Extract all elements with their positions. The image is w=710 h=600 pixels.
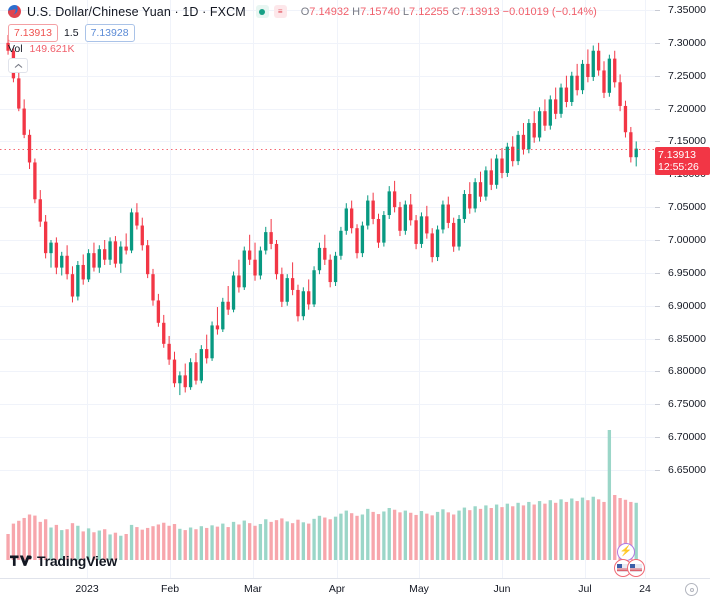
high-label: H xyxy=(352,5,361,18)
price-tick-label: 7.15000 xyxy=(668,135,706,148)
menu-icon[interactable]: ≡ xyxy=(273,5,287,18)
brand-name: TradingView xyxy=(37,553,118,569)
price-tick-mark xyxy=(655,76,660,77)
axis-settings-icon[interactable] xyxy=(685,583,698,596)
price-tick-label: 7.00000 xyxy=(668,234,706,246)
volume-legend: Vol 149.621K xyxy=(8,43,75,55)
close-label: C xyxy=(451,5,460,18)
chart-plot-area[interactable] xyxy=(0,0,655,578)
open-value: 7.14932 xyxy=(309,5,350,18)
price-tick-label: 7.05000 xyxy=(668,201,706,214)
price-tick-mark xyxy=(655,339,660,340)
currency-flags-icon[interactable] xyxy=(614,559,645,577)
low-value: 7.12255 xyxy=(409,5,449,18)
price-tick-label: 6.75000 xyxy=(668,398,706,411)
chevron-up-icon[interactable] xyxy=(8,58,28,73)
quote-row: 7.13913 1.5 7.13928 xyxy=(8,24,597,42)
volume-value: 149.621K xyxy=(29,43,75,55)
ask-price-badge[interactable]: 7.13928 xyxy=(84,24,135,42)
open-label: O xyxy=(300,5,310,18)
price-tick-mark xyxy=(655,470,660,471)
legend-symbol-row: U.S. Dollar/Chinese Yuan · 1D · FXCM ≡ O… xyxy=(8,3,597,20)
price-tick-mark xyxy=(655,437,660,438)
price-tick-label: 6.65000 xyxy=(668,464,706,476)
change-percent: (−0.14%) xyxy=(551,5,597,18)
price-tick-label: 7.35000 xyxy=(668,4,706,16)
time-tick-label: 24 xyxy=(639,583,651,595)
close-value: 7.13913 xyxy=(459,5,500,18)
price-tick-mark xyxy=(655,10,660,11)
time-axis[interactable]: 2023 Feb Mar Apr May Jun Jul 24 xyxy=(0,578,710,600)
price-tick-mark xyxy=(655,306,660,307)
currency-pair-icon xyxy=(8,5,21,18)
current-price-value: 7.13913 xyxy=(658,148,696,161)
price-tick-label: 7.25000 xyxy=(668,69,706,82)
high-value: 7.15740 xyxy=(360,5,400,18)
price-tick-mark xyxy=(655,240,660,241)
time-tick-label: Mar xyxy=(243,583,263,595)
price-tick-mark xyxy=(655,404,660,405)
change-value: −0.01019 xyxy=(502,5,549,18)
price-tick-label: 7.30000 xyxy=(668,36,706,49)
current-price-tag[interactable]: 7.13913 12:55:26 xyxy=(655,146,710,175)
price-tick-mark xyxy=(655,207,660,208)
chart-gridlines xyxy=(0,0,655,578)
bid-price-value: 7.13913 xyxy=(14,27,52,39)
price-tick-label: 6.85000 xyxy=(668,332,706,345)
price-tick-label: 6.70000 xyxy=(668,431,706,444)
price-tick-mark xyxy=(655,141,660,142)
flag-cny-icon xyxy=(627,559,645,577)
price-tick-label: 6.95000 xyxy=(668,266,706,279)
legend-buttons: ≡ xyxy=(255,5,287,18)
current-price-time: 12:55:26 xyxy=(658,160,699,173)
price-tick-mark xyxy=(655,109,660,110)
ohlc-values: O7.14932 H7.15740 L7.12255 C7.13913 −0.0… xyxy=(301,6,597,18)
ask-price-value: 7.13928 xyxy=(90,27,129,39)
time-tick-label: Apr xyxy=(328,583,346,595)
time-tick-label: May xyxy=(409,583,429,595)
price-axis[interactable]: 7.350007.300007.250007.200007.150007.100… xyxy=(655,0,710,578)
candlestick-series xyxy=(6,34,638,396)
symbol-title[interactable]: U.S. Dollar/Chinese Yuan · 1D · FXCM xyxy=(27,4,246,19)
volume-bars xyxy=(6,430,638,560)
eye-dot-icon[interactable] xyxy=(255,5,269,18)
time-tick-label: 2023 xyxy=(75,583,99,595)
chart-legend: U.S. Dollar/Chinese Yuan · 1D · FXCM ≡ O… xyxy=(8,3,597,42)
spread-value: 1.5 xyxy=(63,27,79,39)
price-tick-label: 6.80000 xyxy=(668,365,706,378)
price-tick-mark xyxy=(655,371,660,372)
time-tick-label: Feb xyxy=(160,583,180,595)
bid-price-badge[interactable]: 7.13913 xyxy=(8,24,58,42)
time-tick-label: Jun xyxy=(493,583,511,595)
price-tick-label: 7.20000 xyxy=(668,102,706,115)
price-tick-label: 6.90000 xyxy=(668,299,706,312)
price-tick-mark xyxy=(655,273,660,274)
time-tick-label: Jul xyxy=(578,583,592,595)
price-tick-mark xyxy=(655,43,660,44)
low-label: L xyxy=(402,5,410,18)
volume-label: Vol xyxy=(8,43,23,55)
current-price-line xyxy=(0,149,655,150)
tradingview-logo-icon: TradingView xyxy=(10,552,117,570)
